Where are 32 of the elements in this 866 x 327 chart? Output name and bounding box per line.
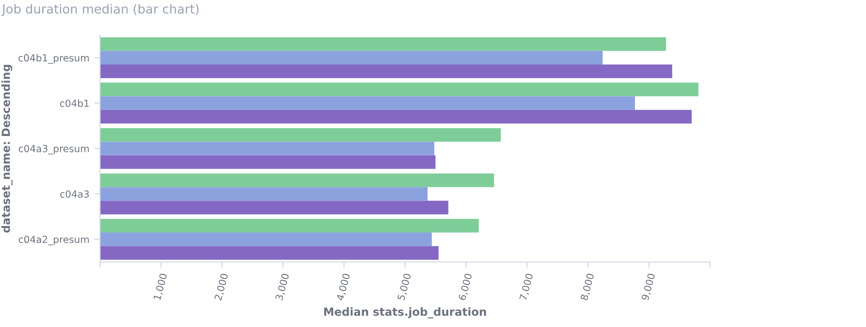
bar bbox=[100, 155, 436, 169]
bar bbox=[100, 200, 448, 214]
bar bbox=[100, 128, 501, 142]
bar bbox=[100, 50, 603, 65]
bar bbox=[100, 96, 635, 110]
bar bbox=[100, 218, 479, 232]
x-tick-label: 9,000 bbox=[641, 273, 656, 301]
bar bbox=[100, 110, 692, 124]
bar bbox=[100, 142, 434, 156]
bar bbox=[100, 232, 432, 246]
x-tick-label: 2,000 bbox=[214, 273, 230, 301]
x-tick-label: 5,000 bbox=[397, 273, 412, 301]
y-axis-title: dataset_name: Descending bbox=[1, 64, 12, 233]
x-tick-label: 3,000 bbox=[275, 273, 290, 301]
y-tick-label: c04b1_presum bbox=[18, 54, 89, 64]
bar bbox=[100, 187, 428, 201]
y-tick-label: c04a3 bbox=[60, 190, 89, 198]
x-tick-label: 4,000 bbox=[336, 273, 352, 302]
x-axis-title: Median stats.job_duration bbox=[324, 307, 486, 318]
bar bbox=[100, 64, 672, 78]
chart-title: Job duration median (bar chart) bbox=[1, 4, 199, 16]
y-tick-label: c04a3_presum bbox=[18, 144, 89, 154]
bar bbox=[100, 246, 439, 260]
x-tick-label: 1,000 bbox=[153, 273, 168, 300]
bar bbox=[100, 37, 666, 51]
y-tick-label: c04b1 bbox=[60, 99, 89, 107]
y-tick-label: c04a2_presum bbox=[18, 236, 89, 246]
x-tick-label: 8,000 bbox=[580, 273, 596, 301]
x-tick-label: 7,000 bbox=[519, 273, 534, 301]
bar bbox=[100, 173, 494, 188]
x-tick-label: 6,000 bbox=[458, 273, 474, 301]
bar bbox=[100, 82, 698, 96]
